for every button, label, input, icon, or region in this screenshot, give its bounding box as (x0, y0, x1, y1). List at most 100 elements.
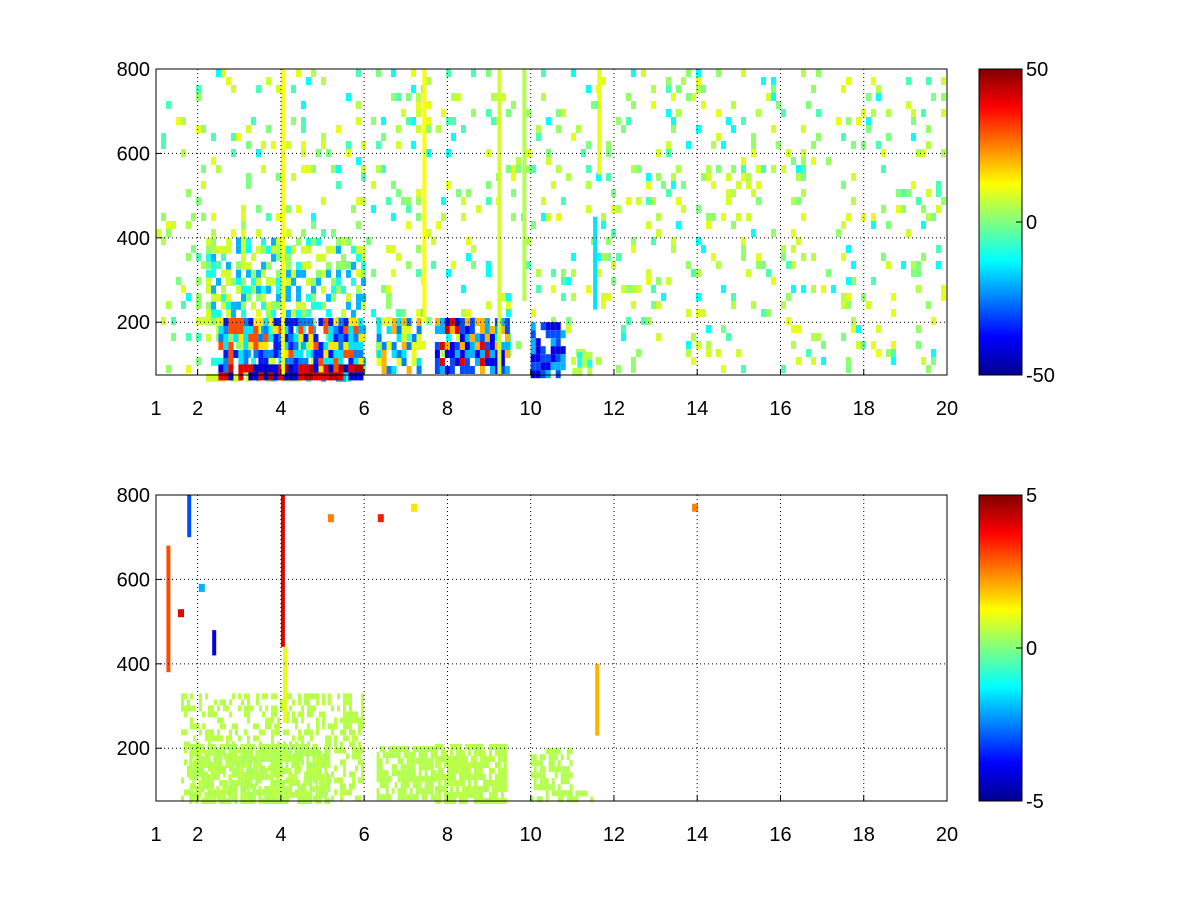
heatmap-cell (255, 750, 259, 756)
heatmap-cell (479, 318, 485, 326)
heatmap-cell (343, 765, 346, 772)
heatmap-cell (231, 762, 235, 768)
heatmap-cell (251, 117, 256, 125)
heatmap-cell (341, 261, 346, 270)
heatmap-cell (455, 756, 459, 762)
heatmap-cell (406, 93, 411, 101)
heatmap-cell (327, 780, 331, 786)
heatmap-cell (273, 364, 279, 373)
heatmap-cell (726, 197, 731, 205)
heatmap-cell (535, 354, 541, 363)
heatmap-cell (766, 309, 771, 317)
heatmap-cell (401, 342, 407, 350)
heatmap-cell (491, 780, 495, 786)
heatmap-cell (328, 326, 334, 334)
heatmap-cell (550, 362, 556, 371)
heatmap-cell (349, 789, 352, 796)
heatmap-cell (324, 744, 328, 750)
heatmap-cell (283, 334, 289, 342)
heatmap-cell (400, 764, 404, 771)
heatmap-cell (416, 245, 421, 253)
heatmap-cell (464, 326, 470, 334)
heatmap-cell (251, 269, 256, 278)
heatmap-cell (406, 221, 411, 229)
heatmap-cell (881, 205, 886, 213)
heatmap-cell (676, 109, 681, 117)
heatmap-cell (235, 723, 238, 730)
heatmap-cell (846, 357, 851, 365)
heatmap-cell (223, 366, 229, 374)
heatmap-cell (461, 750, 465, 756)
heatmap-cell (356, 269, 361, 277)
heatmap-cell (400, 788, 404, 795)
heatmap-cell (586, 141, 591, 149)
heatmap-cell (218, 326, 224, 334)
heatmap-cell (396, 318, 402, 326)
heatmap-cell (276, 245, 281, 253)
heatmap-cell (166, 365, 171, 373)
heatmap-cell (307, 723, 310, 730)
heatmap-cell (391, 764, 395, 771)
heatmap-cell (349, 729, 352, 736)
heatmap-cell (312, 762, 316, 768)
heatmap-cell (671, 245, 676, 253)
x-tick-label: 12 (603, 824, 625, 846)
heatmap-cell (276, 786, 280, 792)
heatmap-cell (479, 326, 485, 334)
heatmap-cell (321, 133, 326, 141)
heatmap-cell (336, 125, 341, 133)
heatmap-cell (439, 358, 445, 366)
heatmap-cell (341, 285, 346, 294)
heatmap-cell (881, 253, 886, 261)
heatmap-cell (455, 780, 459, 786)
heatmap-cell (326, 269, 331, 278)
heatmap-cell (231, 744, 235, 750)
heatmap-cell (316, 277, 321, 286)
heatmap-cell (184, 705, 187, 712)
heatmap-cell (881, 149, 886, 157)
heatmap-cell (391, 788, 395, 795)
heatmap-cell (391, 213, 396, 221)
heatmap-cell (301, 735, 304, 742)
heatmap-cell (171, 333, 176, 341)
bottom-heatmap-grid (156, 495, 947, 801)
heatmap-cell (296, 205, 301, 213)
heatmap-cell (437, 786, 441, 792)
heatmap-cell (696, 341, 701, 349)
heatmap-cell (318, 350, 324, 358)
heatmap-cell (361, 197, 366, 205)
heatmap-cell (341, 373, 346, 382)
heatmap-cell (286, 205, 291, 213)
heatmap-cell (214, 711, 217, 718)
heatmap-cell (211, 729, 214, 736)
heatmap-cell (716, 133, 721, 141)
heatmap-cell (270, 792, 274, 798)
heatmap-cell (631, 69, 636, 77)
heatmap-cell (458, 762, 462, 768)
heatmap-cell (306, 165, 311, 173)
heatmap-cell (560, 346, 566, 355)
heatmap-cell (394, 752, 398, 759)
heatmap-cell (371, 269, 376, 277)
heatmap-cell (406, 764, 410, 771)
heatmap-cell (256, 693, 259, 700)
heatmap-cell (666, 77, 671, 85)
heatmap-cell (236, 133, 241, 141)
heatmap-cell (470, 774, 474, 780)
heatmap-cell (426, 317, 431, 325)
heatmap-cell (530, 370, 536, 379)
heatmap-cell (371, 205, 376, 213)
heatmap-cell (315, 744, 319, 750)
heatmap-cell (449, 358, 455, 366)
heatmap-cell (341, 237, 346, 246)
heatmap-cell (358, 372, 364, 381)
heatmap-cell (264, 750, 268, 756)
heatmap-cell (334, 741, 337, 748)
heatmap-cell (229, 777, 232, 784)
heatmap-cell (265, 693, 268, 700)
heatmap-cell (196, 253, 201, 261)
heatmap-cell (253, 326, 259, 334)
heatmap-cell (207, 762, 211, 768)
heatmap-cell (206, 373, 211, 382)
